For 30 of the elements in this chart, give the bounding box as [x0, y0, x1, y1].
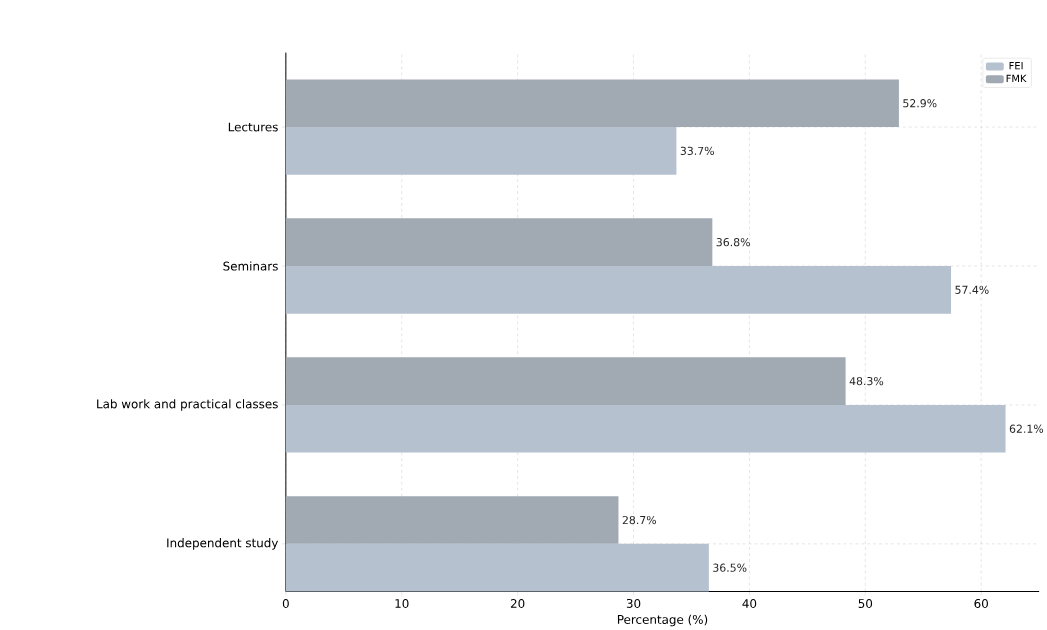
- data-label: 28.7%: [622, 516, 657, 525]
- x-tick-label: 10: [395, 599, 409, 609]
- bar: [285, 405, 1006, 453]
- bar: [285, 544, 709, 592]
- bar: [285, 357, 846, 406]
- x-axis-title: Percentage (%): [617, 614, 708, 627]
- data-label: 36.8%: [716, 238, 750, 247]
- x-tick-label: 30: [626, 599, 641, 609]
- x-tick-label: 60: [974, 599, 988, 609]
- x-tick-label: 0: [282, 599, 289, 609]
- data-label: 57.4%: [955, 285, 989, 295]
- y-tick-label: Lectures: [228, 122, 278, 132]
- bar: [285, 127, 677, 175]
- x-tick-label: 50: [858, 599, 873, 609]
- bar: [285, 496, 619, 545]
- y-tick-label: Seminars: [223, 261, 278, 271]
- bar: [285, 218, 713, 267]
- data-label: 62.1%: [1009, 424, 1044, 434]
- data-label: 48.3%: [849, 377, 884, 386]
- data-label: 36.5%: [713, 563, 747, 573]
- data-label: 52.9%: [903, 99, 937, 108]
- y-tick-label: Independent study: [167, 538, 279, 550]
- legend-label: FMK: [1006, 74, 1027, 83]
- x-tick-label: 20: [510, 599, 525, 609]
- legend-label: FEI: [1009, 62, 1023, 70]
- bar: [285, 266, 952, 314]
- x-tick-label: 40: [742, 599, 757, 609]
- bar: [285, 79, 899, 128]
- y-tick-label: Lab work and practical classes: [97, 399, 278, 411]
- data-label: 33.7%: [680, 146, 714, 156]
